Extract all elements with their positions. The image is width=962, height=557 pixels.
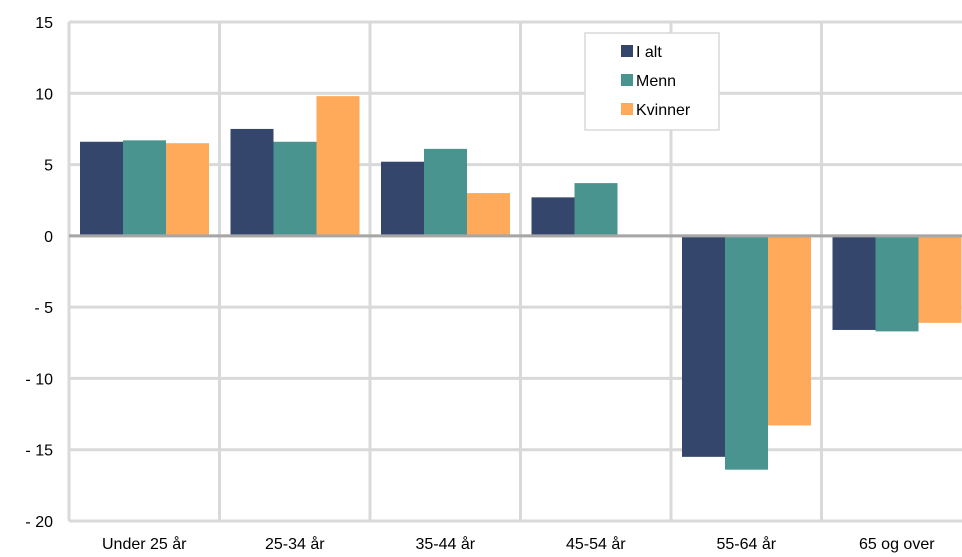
- legend: I alt Menn Kvinner: [584, 32, 720, 131]
- bar-menn-1: [273, 141, 317, 236]
- bars: [80, 96, 962, 470]
- bar-i-alt-1: [230, 128, 274, 236]
- bar-menn-3: [574, 183, 618, 236]
- bar-menn-0: [123, 140, 166, 236]
- y-tick-labels: 15 10 5 0 - 5 - 10 - 15 - 20: [25, 15, 53, 531]
- legend-label-kvinner: Kvinner: [636, 102, 691, 119]
- x-tick-label: 65 og over: [859, 536, 935, 553]
- legend-box: [584, 32, 720, 131]
- bar-i-alt-3: [531, 197, 575, 236]
- legend-swatch-menn: [621, 74, 633, 86]
- bar-kvinner-5: [918, 235, 962, 323]
- y-tick-label: 15: [35, 15, 53, 32]
- y-tick-label: - 15: [25, 443, 53, 460]
- y-tick-label: - 10: [25, 371, 53, 388]
- x-tick-labels: Under 25 år 25-34 år 35-44 år 45-54 år 55-64…: [102, 535, 935, 553]
- legend-swatch-kvinner: [621, 103, 633, 115]
- x-tick-label: 55-64 år: [716, 535, 776, 553]
- x-tick-label: Under 25 år: [102, 535, 187, 553]
- bar-kvinner-0: [166, 143, 209, 236]
- bar-kvinner-2: [467, 193, 510, 236]
- legend-swatch-i-alt: [621, 45, 633, 57]
- bar-i-alt-0: [80, 141, 123, 236]
- x-tick-label: 25-34 år: [265, 535, 325, 553]
- y-tick-label: 5: [44, 158, 53, 175]
- bar-menn-5: [875, 235, 919, 332]
- bar-i-alt-2: [381, 161, 424, 236]
- y-tick-label: - 20: [25, 514, 53, 531]
- bar-i-alt-4: [682, 235, 725, 457]
- bar-kvinner-4: [768, 235, 811, 426]
- y-tick-label: 0: [44, 229, 53, 246]
- bar-kvinner-1: [316, 96, 360, 236]
- grid-lines: [67, 20, 962, 523]
- legend-label-i-alt: I alt: [636, 44, 662, 61]
- x-tick-label: 35-44 år: [415, 535, 475, 553]
- y-tick-label: - 5: [34, 300, 53, 317]
- legend-label-menn: Menn: [636, 73, 676, 90]
- x-tick-label: 45-54 år: [566, 535, 626, 553]
- bar-menn-4: [725, 235, 768, 470]
- y-tick-label: 10: [35, 86, 53, 103]
- bar-i-alt-5: [832, 235, 876, 330]
- bar-menn-2: [424, 148, 467, 236]
